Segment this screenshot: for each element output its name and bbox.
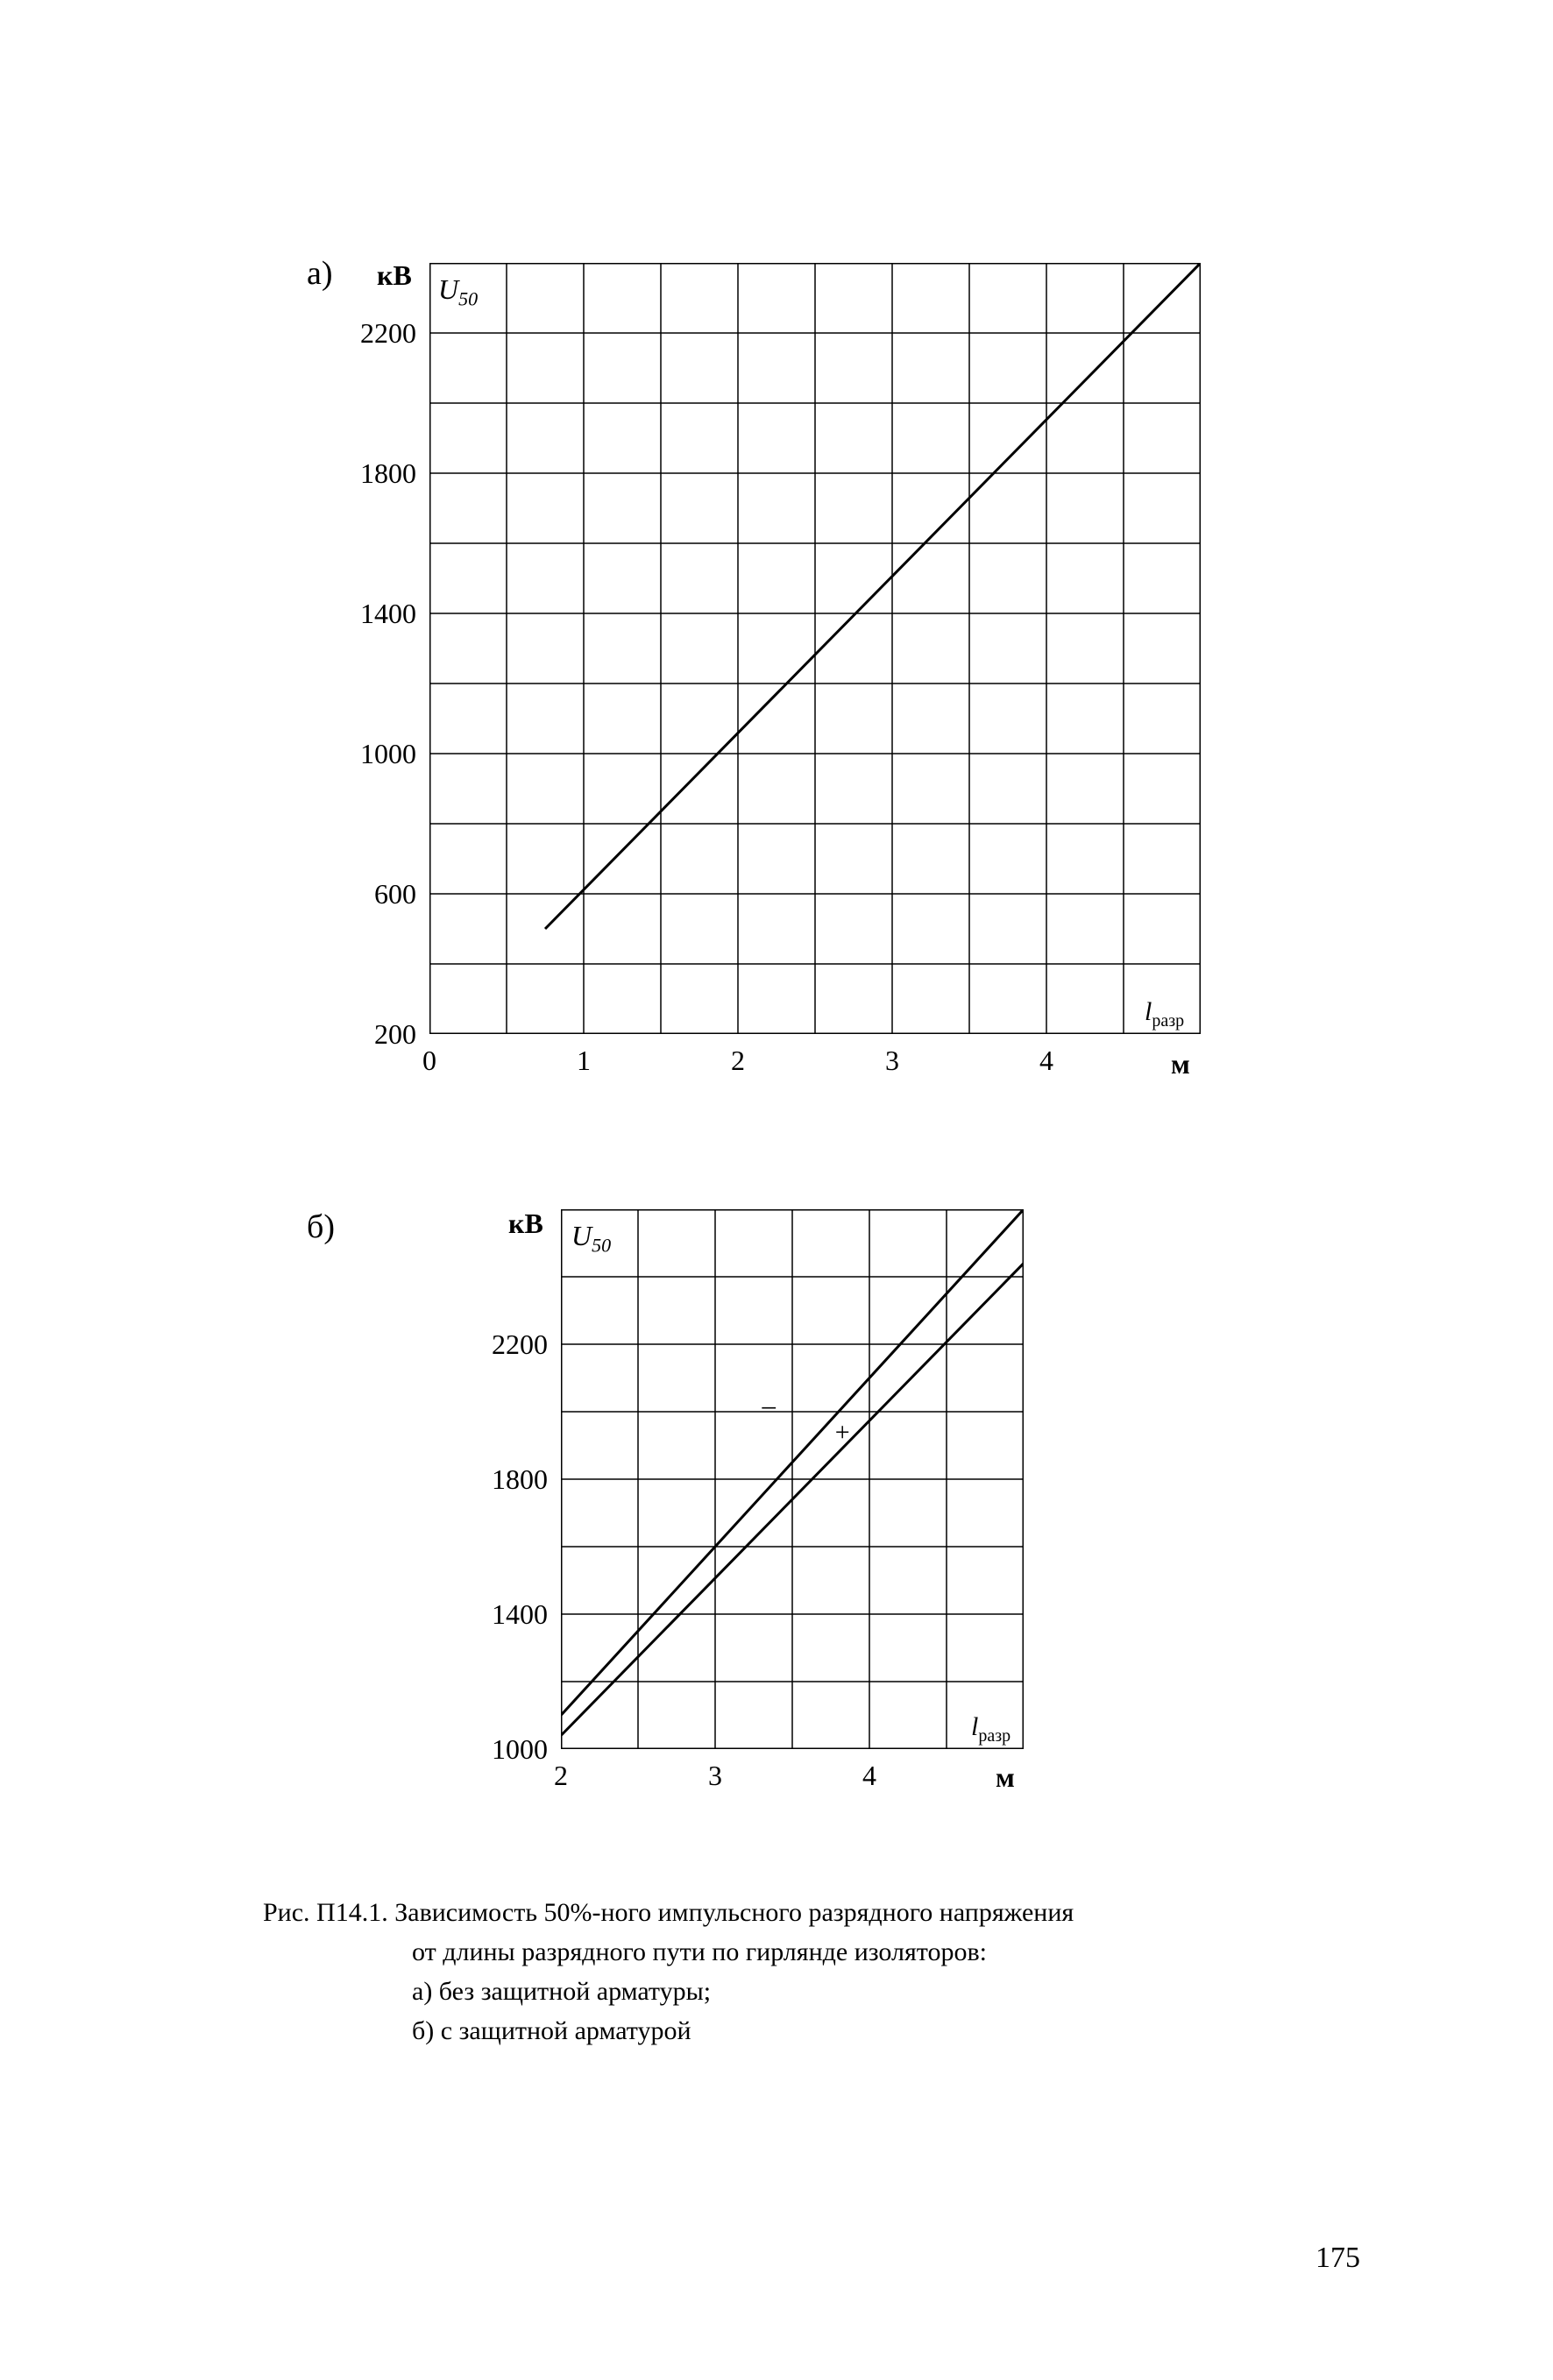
xtick-label: 1 xyxy=(566,1045,601,1077)
caption-line-2: от длины разрядного пути по гирлянде изо… xyxy=(263,1932,1315,1972)
xtick-label: 2 xyxy=(720,1045,755,1077)
chart-b-x-unit: м xyxy=(996,1761,1015,1794)
xtick-label: 0 xyxy=(412,1045,447,1077)
figure-caption: Рис. П14.1. Зависимость 50%-ного импульс… xyxy=(263,1893,1315,2051)
page-number: 175 xyxy=(1315,2242,1360,2275)
xtick-label: 4 xyxy=(1029,1045,1064,1077)
chart-b-minus-marker: − xyxy=(761,1392,777,1426)
ytick-label: 1000 xyxy=(464,1733,548,1766)
ytick-label: 1800 xyxy=(464,1463,548,1496)
xtick-label: 4 xyxy=(852,1760,887,1792)
ytick-label: 1400 xyxy=(464,1598,548,1631)
ytick-label: 1400 xyxy=(333,598,416,630)
chart-a-plot xyxy=(429,263,1201,1034)
chart-b-plus-marker: + xyxy=(835,1418,850,1448)
xtick-label: 2 xyxy=(543,1760,578,1792)
xtick-label: 3 xyxy=(875,1045,910,1077)
ytick-label: 1800 xyxy=(333,457,416,490)
chart-a-x-unit: м xyxy=(1171,1048,1190,1080)
ytick-label: 2200 xyxy=(464,1328,548,1361)
caption-line-3: а) без защитной арматуры; xyxy=(263,1972,1315,2011)
caption-prefix: Рис. П14.1. xyxy=(263,1898,394,1927)
ytick-label: 1000 xyxy=(333,738,416,770)
chart-b-plot xyxy=(561,1209,1024,1749)
caption-line-1: Рис. П14.1. Зависимость 50%-ного импульс… xyxy=(263,1893,1315,1932)
page: а) кВ U50 lразр м 2006001000140018002200… xyxy=(0,0,1553,2380)
chart-b-y-unit: кВ xyxy=(508,1208,543,1240)
ytick-label: 2200 xyxy=(333,317,416,350)
ytick-label: 200 xyxy=(333,1018,416,1051)
caption-line-4: б) с защитной арматурой xyxy=(263,2011,1315,2051)
chart-a-sublabel: а) xyxy=(307,254,333,293)
ytick-label: 600 xyxy=(333,878,416,910)
xtick-label: 3 xyxy=(698,1760,733,1792)
chart-b-sublabel: б) xyxy=(307,1208,335,1246)
chart-a-y-unit: кВ xyxy=(377,259,412,292)
caption-text-1: Зависимость 50%-ного импульсного разрядн… xyxy=(394,1898,1074,1927)
